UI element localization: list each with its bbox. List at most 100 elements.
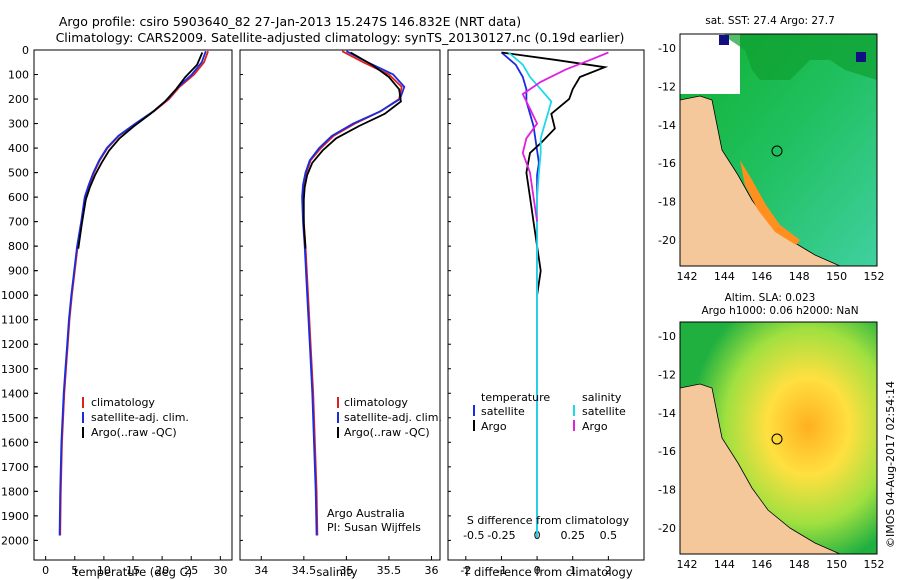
salinity-panel: 34 34.5 35 35.5 36 salinity climatology sate…	[239, 49, 442, 579]
x-tick-label: 1	[569, 564, 576, 577]
s-tick-label: -0.5	[463, 529, 484, 542]
sst-map: sat. SST: 27.4 Argo: 27.7 142 144 146 148 15…	[658, 15, 884, 283]
map-y-tick-label: -16	[658, 157, 676, 170]
x-tick-label: 25	[184, 564, 198, 577]
x-tick-label: 5	[71, 564, 78, 577]
legend-temperature-heading: temperature	[481, 391, 550, 404]
map-x-tick-label: 152	[864, 270, 885, 283]
legend-argo: Argo(..raw -QC)	[344, 426, 430, 439]
x-tick-label: 30	[213, 564, 227, 577]
series-line-satellite-adj-clim-	[301, 50, 406, 536]
title-line-2: Climatology: CARS2009. Satellite-adjuste…	[56, 30, 625, 45]
difference-tick-labels: -2 -1 0 1 2-0.5 -0.25 0 0.25 0.5	[448, 49, 618, 577]
x-tick-label: 35	[339, 564, 353, 577]
x-tick-label: 20	[155, 564, 169, 577]
salinity-series	[301, 50, 406, 536]
temperature-panel: 0100200300400500600700800900100011001200…	[1, 44, 233, 579]
temperature-series	[58, 50, 209, 536]
sla-argo-location	[771, 433, 783, 445]
depth-tick-label: 300	[8, 118, 29, 131]
legend-sal-argo: Argo	[582, 420, 608, 433]
temperature-legend: climatology satellite-adj. clim. Argo(..…	[82, 396, 189, 439]
title-line-1: Argo profile: csiro 5903640_82 27-Jan-20…	[59, 14, 521, 29]
depth-tick-label: 0	[22, 44, 29, 57]
x-tick-label: 15	[126, 564, 140, 577]
map-y-tick-label: -18	[658, 484, 676, 497]
sst-marker-nw	[719, 35, 729, 45]
difference-axes-frame	[447, 49, 645, 561]
series-line-salinity-argo	[521, 51, 609, 222]
map-x-tick-label: 152	[864, 558, 885, 571]
depth-tick-label: 1900	[1, 510, 29, 523]
sst-marker-ne	[856, 52, 866, 62]
x-tick-label: 36	[424, 564, 438, 577]
depth-tick-label: 1400	[1, 387, 29, 400]
sst-tick-labels: 142 144 146 148 150 152 -10 -12 -14 -16 -18 -20	[658, 42, 884, 283]
temperature-axes-frame	[33, 49, 233, 561]
depth-tick-label: 200	[8, 93, 29, 106]
depth-tick-label: 1700	[1, 461, 29, 474]
legend-temp-satellite: satellite	[481, 405, 525, 418]
sst-cool-patch	[724, 34, 877, 80]
depth-tick-label: 1100	[1, 314, 29, 327]
s-tick-label: 0.5	[600, 529, 618, 542]
sla-map-frame	[679, 321, 878, 555]
depth-tick-label: 1800	[1, 485, 29, 498]
map-x-tick-label: 146	[751, 558, 772, 571]
sla-tick-labels: 142 144 146 148 150 152 -10 -12 -14 -16 -18 -20	[658, 330, 884, 571]
depth-tick-label: 800	[8, 240, 29, 253]
map-x-tick-label: 148	[789, 270, 810, 283]
sla-land	[680, 383, 841, 554]
salinity-axes-frame	[239, 49, 441, 561]
depth-tick-label: 1600	[1, 436, 29, 449]
map-y-tick-label: -20	[658, 522, 676, 535]
x-tick-label: 35.5	[377, 564, 402, 577]
depth-tick-label: 1500	[1, 412, 29, 425]
x-tick-label: -1	[496, 564, 507, 577]
depth-tick-label: 700	[8, 216, 29, 229]
series-line-argo-raw-qc-	[302, 51, 402, 249]
sst-map-title: sat. SST: 27.4 Argo: 27.7	[705, 15, 835, 27]
map-y-tick-label: -18	[658, 196, 676, 209]
map-x-tick-label: 142	[677, 558, 698, 571]
sst-no-data-area	[680, 34, 740, 94]
temperature-tick-labels: 0 5 10 15 20 25 30	[34, 49, 227, 577]
legend-salinity-heading: salinity	[582, 391, 622, 404]
x-tick-label: 0	[534, 564, 541, 577]
legend-climatology: climatology	[91, 396, 155, 409]
map-x-tick-label: 142	[677, 270, 698, 283]
s-tick-label: -0.25	[487, 529, 515, 542]
depth-tick-label: 400	[8, 142, 29, 155]
depth-tick-label: 600	[8, 191, 29, 204]
sla-map: Altim. SLA: 0.023 Argo h1000: 0.06 h2000…	[658, 292, 884, 571]
depth-tick-label: 500	[8, 167, 29, 180]
s-difference-label: S difference from climatology	[467, 514, 630, 527]
credit-line-2: PI: Susan Wijffels	[327, 521, 421, 534]
salinity-xlabel: salinity	[316, 565, 357, 579]
legend-satellite: satellite-adj. clim.	[91, 411, 189, 424]
imos-stamp: ©IMOS 04-Aug-2017 02:54:14	[884, 381, 897, 548]
map-x-tick-label: 148	[789, 558, 810, 571]
sst-map-frame	[679, 33, 878, 267]
depth-tick-label: 1300	[1, 363, 29, 376]
x-tick-label: 0	[42, 564, 49, 577]
s-tick-label: 0.25	[560, 529, 585, 542]
depth-tick-label: 1200	[1, 338, 29, 351]
map-y-tick-label: -10	[658, 42, 676, 55]
legend-sal-satellite: satellite	[582, 405, 626, 418]
legend-temp-argo: Argo	[481, 420, 507, 433]
salinity-legend: climatology satellite-adj. clim. Argo(..…	[337, 396, 442, 439]
temperature-xlabel: temperature (deg C)	[74, 565, 192, 579]
x-tick-label: 34.5	[292, 564, 317, 577]
sst-warm-coastal-strip	[740, 160, 800, 245]
map-y-tick-label: -10	[658, 330, 676, 343]
difference-legend: temperature satellite Argo salinity sate…	[473, 391, 626, 433]
map-x-tick-label: 144	[714, 558, 735, 571]
depth-tick-labels: 0 100 200 300 400 500 600 700 800 900 1000 1100 1200…	[1, 44, 38, 547]
depth-tick-label: 1000	[1, 289, 29, 302]
map-y-tick-label: -14	[658, 407, 676, 420]
series-line-salinity-satellite	[508, 51, 553, 538]
difference-series	[500, 51, 609, 538]
salinity-tick-labels: 34 34.5 35 35.5 36	[240, 49, 438, 577]
map-x-tick-label: 144	[714, 270, 735, 283]
